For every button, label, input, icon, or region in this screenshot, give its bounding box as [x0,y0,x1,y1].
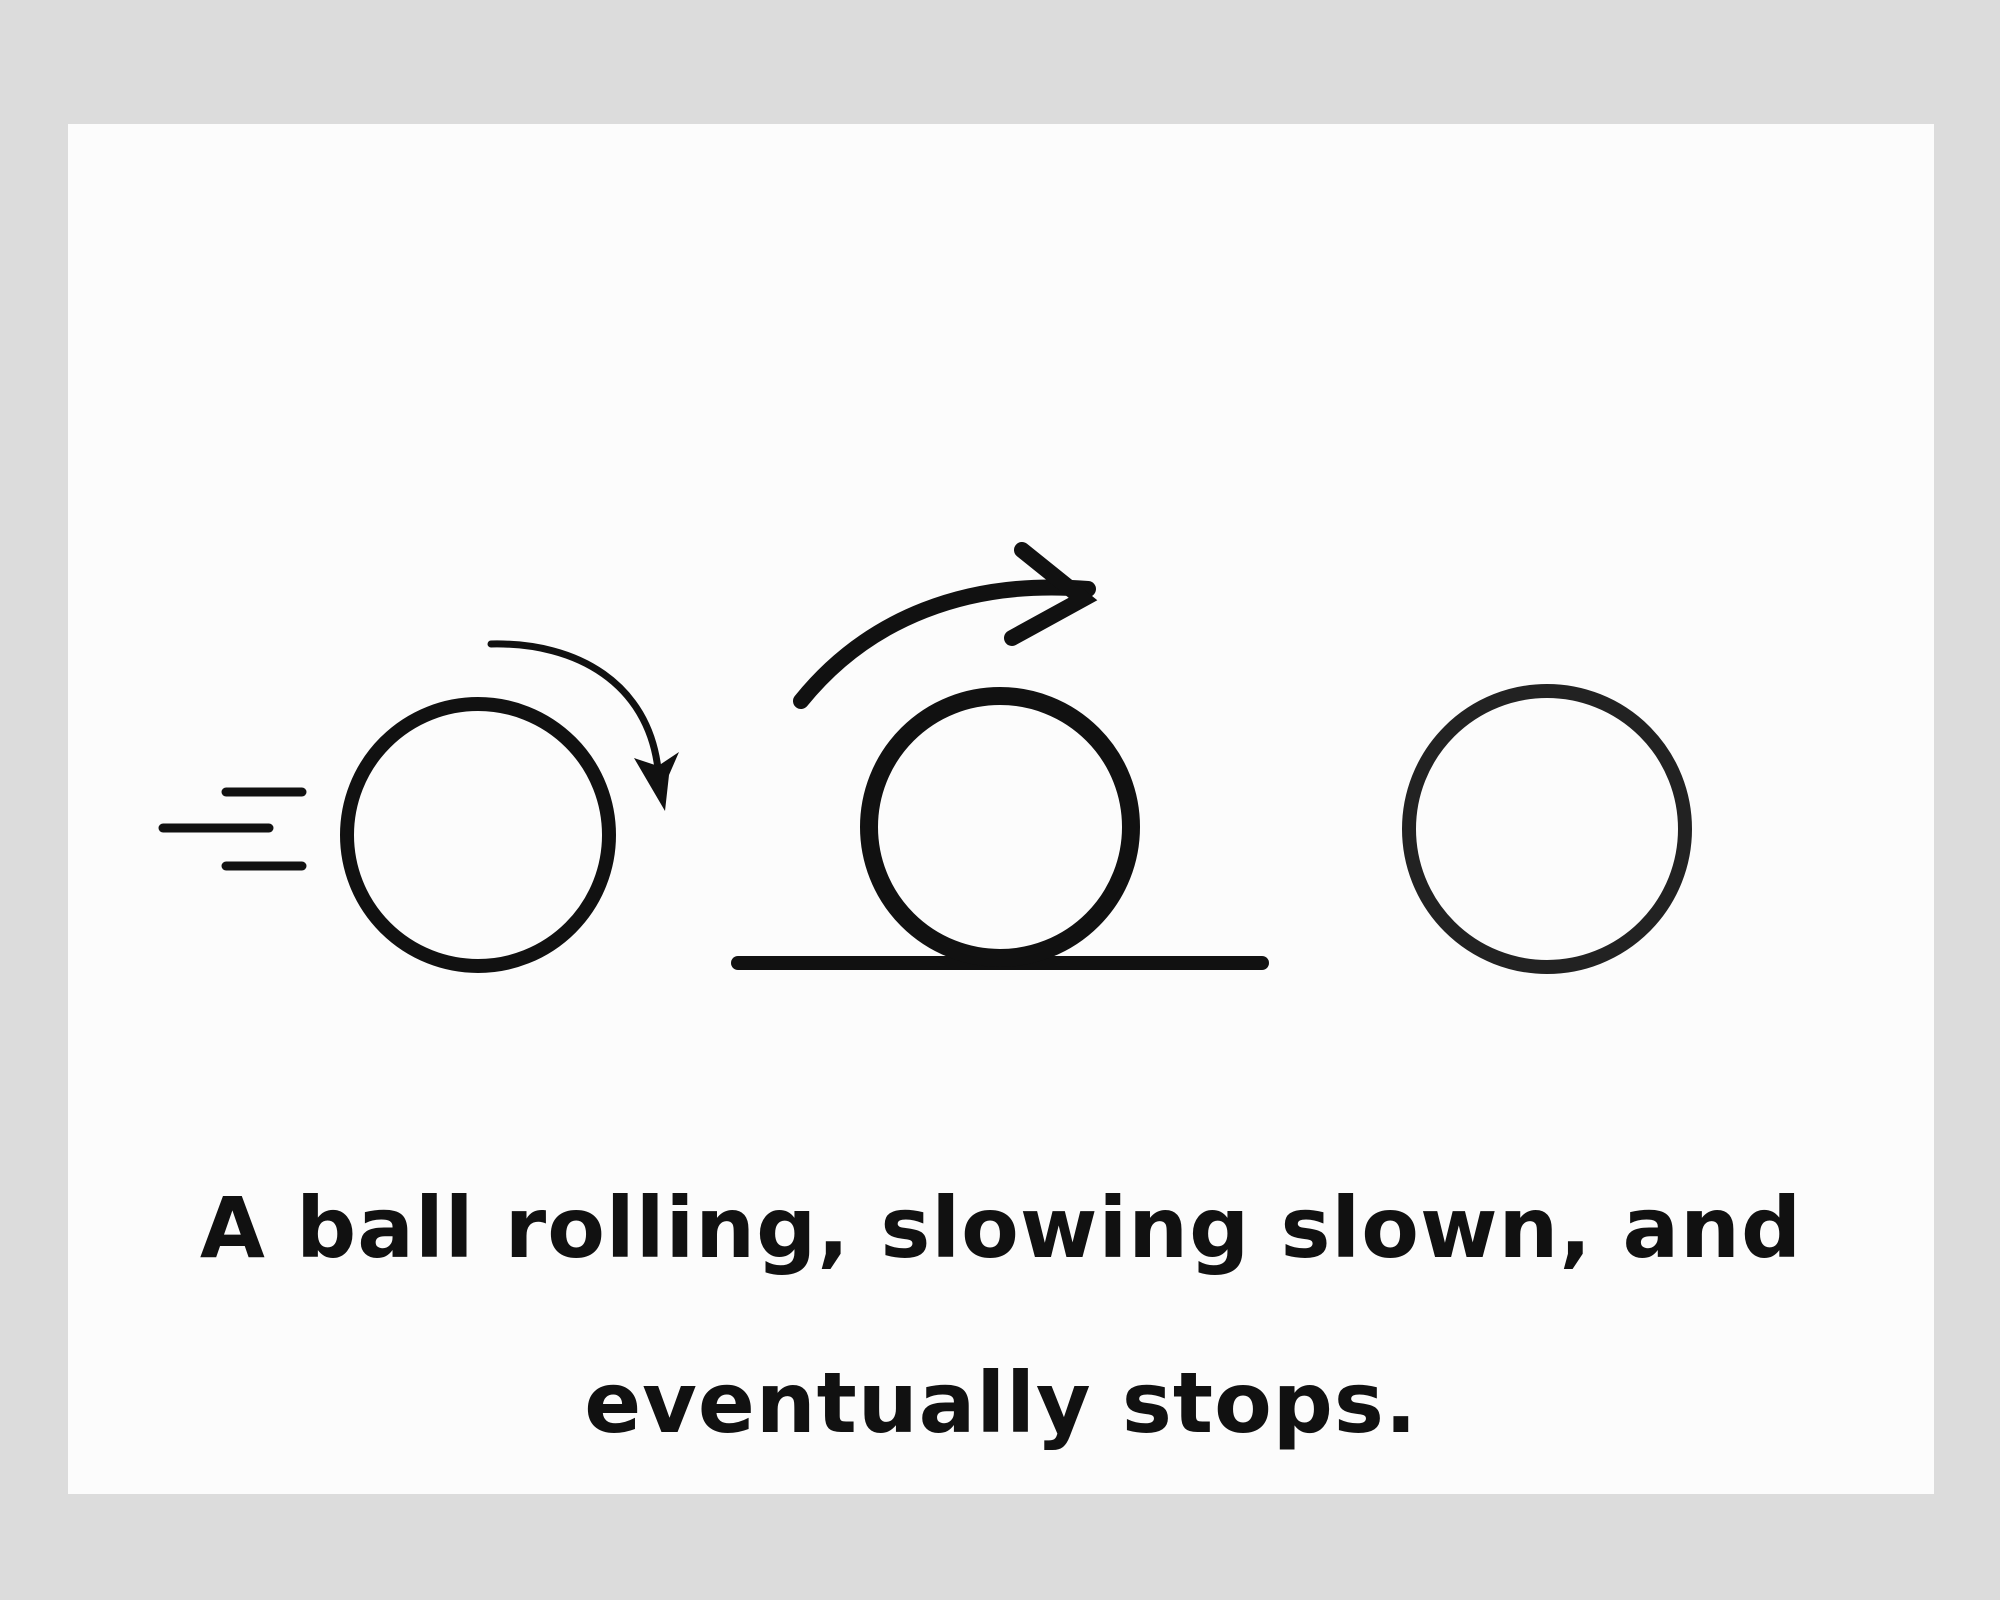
arc-arrow-icon [793,542,1098,709]
motion-lines-icon [158,787,307,871]
ball-sequence-illustration [158,542,1692,974]
ball-rolling-group [158,640,679,973]
ball-3-stopped [1402,684,1692,974]
illustration-card: A ball rolling, slowing slown, and event… [68,124,1934,1494]
ball-2 [860,687,1140,967]
ball-1 [340,697,616,973]
caption-line-2: eventually stops. [584,1354,1418,1452]
rotation-arrow-icon [487,640,679,811]
caption-line-1: A ball rolling, slowing slown, and [199,1179,1803,1277]
ball-slowing-group [731,542,1269,970]
